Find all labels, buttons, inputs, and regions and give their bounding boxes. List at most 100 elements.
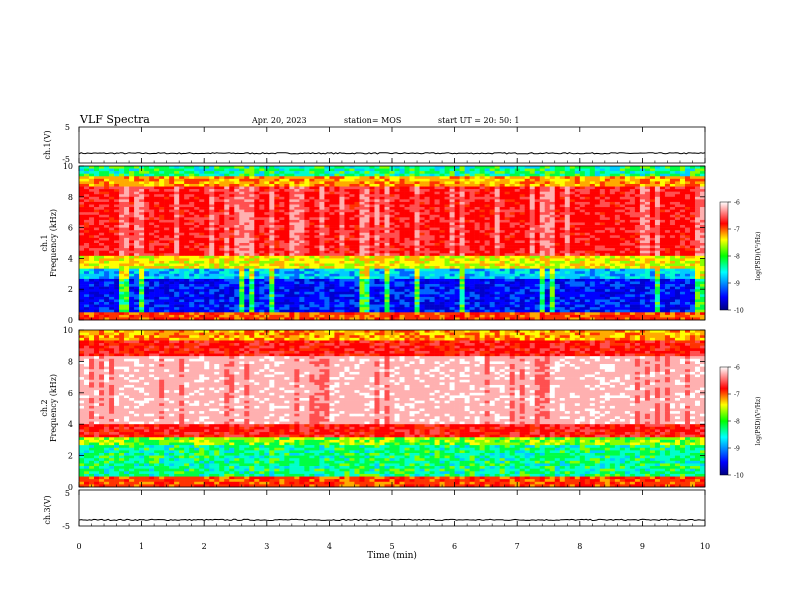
spectrogram-cell [489, 219, 495, 223]
spectrogram-cell [619, 263, 626, 267]
spectrogram-cell [399, 253, 405, 257]
spectrogram-cell [269, 176, 275, 180]
spectrogram-cell [569, 243, 576, 246]
spectrogram-cell [469, 235, 475, 239]
spectrogram-cell [364, 253, 370, 257]
spectrogram-cell [184, 260, 190, 264]
spectrogram-cell [404, 189, 410, 192]
spectrogram-cell [84, 196, 90, 200]
spectrogram-cell [699, 248, 706, 251]
spectrogram-cell [644, 263, 651, 267]
spectrogram-cell [599, 204, 606, 208]
spectrogram-cell [384, 201, 390, 205]
spectrogram-cell [249, 227, 255, 231]
spectrogram-cell [564, 189, 571, 192]
spectrogram-cell [369, 199, 375, 203]
spectrogram-cell [674, 178, 681, 182]
spectrogram-cell [364, 191, 370, 195]
spectrogram-cell [99, 176, 105, 180]
spectrogram-cell [434, 219, 440, 223]
spectrogram-cell [219, 199, 225, 203]
spectrogram-cell [304, 245, 310, 249]
spectrogram-cell [184, 186, 190, 190]
spectrogram-cell [204, 166, 210, 169]
spectrogram-cell [289, 196, 295, 200]
spectrogram-cell [294, 204, 300, 208]
spectrogram-cell [254, 168, 260, 172]
spectrogram-cell [609, 166, 616, 169]
spectrogram-cell [184, 204, 190, 208]
spectrogram-cell [344, 225, 350, 228]
spectrogram-cell [614, 230, 621, 234]
spectrogram-cell [199, 225, 205, 228]
spectrogram-cell [299, 248, 305, 251]
spectrogram-cell [414, 245, 420, 249]
spectrogram-cell [209, 183, 215, 187]
spectrogram-cell [124, 173, 130, 177]
spectrogram-cell [569, 237, 576, 241]
spectrogram-cell [394, 250, 400, 254]
spectrogram-cell [529, 191, 536, 195]
spectrogram-cell [559, 171, 566, 174]
spectrogram-cell [509, 230, 515, 234]
spectrogram-cell [434, 183, 440, 187]
spectrogram-cell [359, 243, 365, 246]
spectrogram-cell [569, 209, 576, 213]
spectrogram-cell [144, 253, 150, 257]
spectrogram-cell [179, 214, 185, 218]
spectrogram-cell [339, 258, 345, 262]
spectrogram-cell [684, 255, 691, 259]
spectrogram-cell [574, 168, 581, 172]
spectrogram-cell [459, 166, 465, 169]
spectrogram-cell [594, 230, 601, 234]
spectrogram-cell [664, 222, 671, 226]
spectrogram-cell [179, 266, 185, 269]
spectrogram-cell [249, 219, 255, 223]
spectrogram-cell [224, 204, 230, 208]
spectrogram-cell [454, 173, 460, 177]
spectrogram-cell [674, 250, 681, 254]
spectrogram-cell [104, 227, 110, 231]
spectrogram-cell [264, 183, 270, 187]
spectrogram-cell [444, 230, 450, 234]
spectrogram-cell [484, 204, 490, 208]
spectrogram-cell [354, 230, 360, 234]
spectrogram-cell [534, 219, 541, 223]
spectrogram-cell [359, 189, 365, 192]
spectrogram-cell [689, 173, 696, 177]
spectrogram-cell [394, 212, 400, 216]
spectrogram-cell [389, 243, 395, 246]
spectrogram-cell [314, 260, 320, 264]
spectrogram-cell [549, 166, 556, 169]
spectrogram-cell [534, 171, 541, 174]
spectrogram-cell [444, 173, 450, 177]
spectrogram-cell [344, 240, 350, 244]
spectrogram-cell [644, 178, 651, 182]
spectrogram-cell [644, 191, 651, 195]
spectrogram-cell [239, 176, 245, 180]
spectrogram-cell [684, 227, 691, 231]
spectrogram-cell [324, 176, 330, 180]
spectrogram-cell [409, 230, 415, 234]
spectrogram-cell [354, 209, 360, 213]
spectrogram-cell [494, 186, 500, 190]
spectrogram-cell [524, 266, 531, 269]
spectrogram-cell [264, 237, 270, 241]
spectrogram-cell [669, 232, 676, 236]
spectrogram-cell [504, 196, 510, 200]
spectrogram-cell [459, 217, 465, 221]
spectrogram-cell [269, 266, 275, 269]
spectrogram-cell [544, 176, 551, 180]
spectrogram-cell [449, 266, 455, 269]
spectrogram-cell [214, 209, 220, 213]
spectrogram-cell [204, 186, 210, 190]
spectrogram-cell [214, 194, 220, 198]
spectrogram-cell [134, 219, 140, 223]
spectrogram-cell [374, 253, 380, 257]
spectrogram-cell [289, 199, 295, 203]
spectrogram-cell [149, 176, 155, 180]
spectrogram-cell [599, 186, 606, 190]
spectrogram-cell [469, 263, 475, 267]
spectrogram-cell [364, 201, 370, 205]
spectrogram-cell [409, 166, 415, 169]
